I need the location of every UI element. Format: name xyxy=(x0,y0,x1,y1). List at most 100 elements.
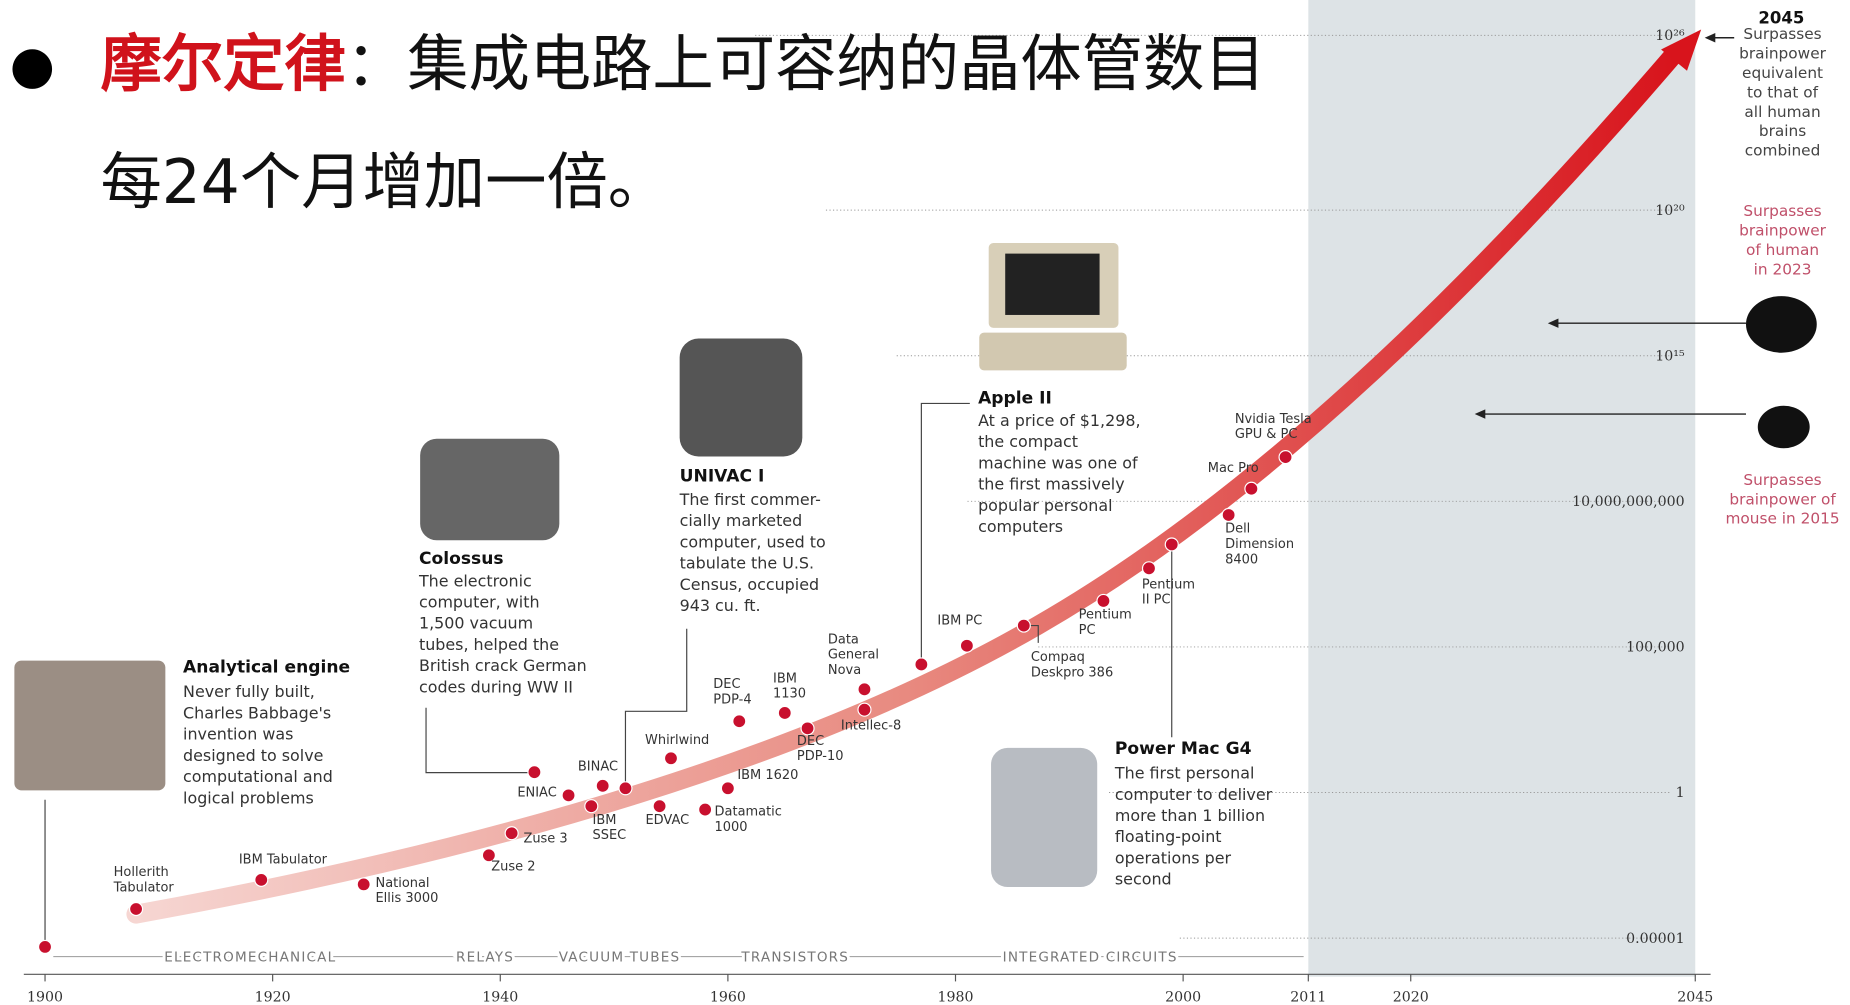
data-point xyxy=(652,799,667,814)
annotation-text: The electronic xyxy=(418,571,532,590)
headline-1: 摩尔定律：集成电路上可容纳的晶体管数目 xyxy=(100,29,1265,100)
annotation-text: operations per xyxy=(1115,848,1232,867)
data-point xyxy=(777,705,792,721)
point-label: BINAC xyxy=(578,759,618,774)
x-tick-label: 1940 xyxy=(482,989,518,1005)
era-label: INTEGRATED CIRCUITS xyxy=(1003,949,1178,965)
data-point xyxy=(1221,507,1236,523)
point-label: Zuse 3 xyxy=(523,832,567,847)
data-point xyxy=(1244,481,1259,496)
annotation-title: Apple II xyxy=(978,388,1052,408)
point-label: Whirlwind xyxy=(645,733,709,748)
x-tick-label: 1980 xyxy=(938,989,974,1005)
annotation-text: the compact xyxy=(978,432,1078,451)
annotation-text: designed to solve xyxy=(183,746,323,765)
annotation-text: invention was xyxy=(183,725,293,744)
annotation-text: popular personal xyxy=(978,496,1112,515)
annotation-text: Never fully built, xyxy=(183,682,315,701)
y-tick-label: 10²⁰ xyxy=(1655,203,1685,219)
annotation-text: tubes, helped the xyxy=(419,635,559,654)
data-point xyxy=(1096,593,1111,608)
data-point xyxy=(527,765,542,780)
milestone-text: in 2023 xyxy=(1754,260,1812,278)
point-label: National xyxy=(375,876,429,891)
annotation-text: Charles Babbage's xyxy=(183,703,331,722)
data-point xyxy=(1016,618,1031,633)
milestone-arrowhead xyxy=(1704,33,1716,43)
point-label: DEC xyxy=(713,677,740,692)
point-label: PC xyxy=(1079,623,1096,638)
x-tick-label: 2020 xyxy=(1393,989,1429,1005)
annotation-text: 1,500 vacuum xyxy=(419,614,533,633)
milestone-text: brainpower of xyxy=(1729,490,1836,508)
annotation-text: floating-point xyxy=(1115,827,1222,846)
point-label: Intellec-8 xyxy=(841,719,901,734)
annotation-text: logical problems xyxy=(183,788,314,807)
data-point xyxy=(254,872,269,887)
milestone-text: Surpasses xyxy=(1743,25,1821,43)
data-point xyxy=(595,778,610,793)
leader-line xyxy=(920,402,970,665)
milestone-text: mouse in 2015 xyxy=(1725,510,1839,528)
annotation-text: computer, used to xyxy=(680,532,826,551)
headline-2: 每24个月增加一倍。 xyxy=(100,147,669,218)
milestone-arrowhead xyxy=(1547,318,1559,328)
photo xyxy=(420,438,560,541)
data-point xyxy=(857,702,872,717)
y-tick-label: 1 xyxy=(1676,785,1685,801)
era-label: VACUUM TUBES xyxy=(559,949,681,965)
point-label: ENIAC xyxy=(517,786,556,801)
milestone-text: Surpasses xyxy=(1743,471,1821,489)
annotation-text: the first massively xyxy=(978,475,1125,494)
data-point xyxy=(1141,561,1157,576)
projection-band xyxy=(1308,0,1696,977)
y-tick-label: 100,000 xyxy=(1626,640,1684,656)
annotation-text: The first personal xyxy=(1114,764,1254,783)
point-label: PDP-4 xyxy=(713,693,751,708)
point-label: Pentium xyxy=(1142,577,1195,592)
milestone-text: Surpasses xyxy=(1743,202,1821,220)
point-label: Pentium xyxy=(1079,608,1132,623)
leader-line xyxy=(624,628,688,789)
photo xyxy=(979,332,1127,371)
annotation-text: At a price of $1,298, xyxy=(978,411,1140,430)
milestone-text: of human xyxy=(1746,241,1819,259)
annotation-text: 943 cu. ft. xyxy=(680,596,761,615)
data-point xyxy=(800,721,815,736)
point-label: EDVAC xyxy=(645,813,689,828)
point-label: SSEC xyxy=(592,828,626,843)
milestone-text: brainpower xyxy=(1739,221,1826,239)
y-tick-label: 10²⁶ xyxy=(1655,28,1685,44)
y-tick-label: 10¹⁵ xyxy=(1655,348,1685,364)
data-point xyxy=(356,877,371,892)
point-label: 8400 xyxy=(1225,552,1258,567)
x-tick-label: 1900 xyxy=(27,989,63,1005)
data-point xyxy=(732,714,747,729)
point-label: II PC xyxy=(1142,593,1171,608)
annotation-text: Census, occupied xyxy=(680,575,819,594)
keyword: 摩尔定律 xyxy=(100,29,345,100)
x-tick-label: 1960 xyxy=(710,989,746,1005)
era-label: RELAYS xyxy=(456,949,514,965)
point-label: Hollerith xyxy=(114,865,169,880)
data-point xyxy=(618,781,633,796)
point-label: 1130 xyxy=(773,687,806,702)
point-label: DEC xyxy=(797,734,824,749)
data-point xyxy=(720,781,735,796)
annotation-title: Analytical engine xyxy=(183,657,350,677)
annotation-text: cially marketed xyxy=(680,511,803,530)
annotation-text: machine was one of xyxy=(978,453,1138,472)
y-tick-label: 10,000,000,000 xyxy=(1572,494,1684,510)
data-point xyxy=(584,799,599,814)
annotation-text: tabulate the U.S. xyxy=(680,554,814,573)
x-tick-label: 2000 xyxy=(1165,989,1201,1005)
annotation-text: British crack German xyxy=(419,656,587,675)
data-point xyxy=(1164,537,1179,552)
milestone-text: brains xyxy=(1759,122,1806,140)
data-point xyxy=(561,788,576,803)
milestone-text: brainpower xyxy=(1739,44,1826,62)
leader-line xyxy=(425,707,535,774)
data-point xyxy=(1278,450,1293,465)
point-label: Mac Pro xyxy=(1208,461,1259,476)
